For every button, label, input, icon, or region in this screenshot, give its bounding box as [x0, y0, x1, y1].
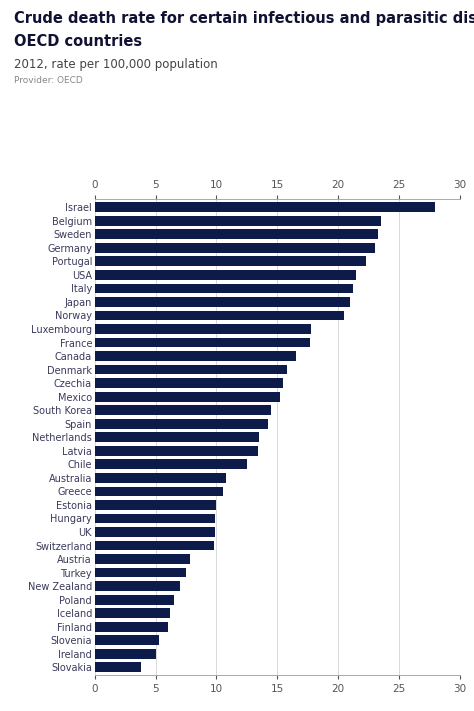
Bar — [95, 609, 170, 618]
Bar — [95, 486, 223, 496]
Bar — [95, 378, 283, 388]
Bar — [95, 622, 168, 631]
Bar — [95, 663, 141, 672]
Bar — [95, 270, 356, 279]
Bar — [95, 459, 247, 469]
Bar — [95, 636, 159, 645]
Bar — [95, 649, 155, 658]
Text: Provider: OECD: Provider: OECD — [14, 76, 83, 85]
Bar — [95, 419, 267, 429]
Bar — [95, 582, 180, 591]
Text: 2012, rate per 100,000 population: 2012, rate per 100,000 population — [14, 58, 218, 71]
Bar — [95, 500, 217, 510]
Bar — [95, 216, 381, 225]
Bar — [95, 473, 226, 483]
Bar — [95, 324, 311, 334]
Bar — [95, 527, 215, 537]
Text: Crude death rate for certain infectious and parasitic diseases in: Crude death rate for certain infectious … — [14, 11, 474, 26]
Bar — [95, 284, 353, 293]
Bar — [95, 338, 310, 348]
Bar — [95, 595, 174, 604]
Bar — [95, 243, 374, 252]
Bar — [95, 257, 366, 266]
Bar — [95, 311, 344, 321]
Bar — [95, 554, 190, 564]
Bar — [95, 567, 186, 577]
Bar — [95, 203, 436, 212]
Bar — [95, 392, 280, 402]
Bar — [95, 230, 378, 239]
Text: OECD countries: OECD countries — [14, 34, 142, 49]
Bar — [95, 297, 350, 307]
Bar — [95, 446, 258, 456]
Bar — [95, 432, 259, 442]
Bar — [95, 405, 271, 415]
Bar — [95, 540, 214, 550]
Text: figure.nz: figure.nz — [380, 24, 440, 37]
Bar — [95, 513, 215, 523]
Bar — [95, 351, 296, 361]
Bar — [95, 365, 287, 375]
